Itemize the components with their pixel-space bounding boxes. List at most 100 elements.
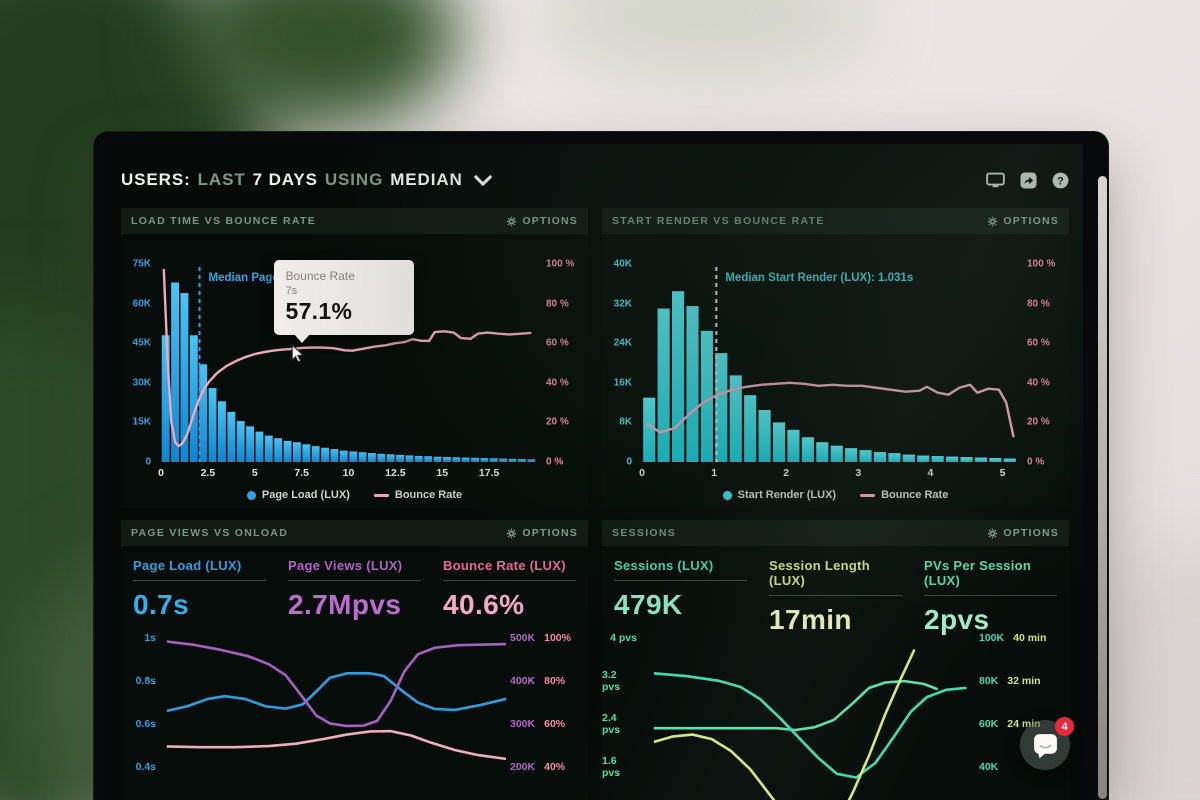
legend-label: Page Load (LUX): [261, 489, 350, 501]
metric-value: 0.7s: [133, 589, 190, 620]
chart-plot: [654, 630, 975, 800]
share-icon[interactable]: [1020, 171, 1037, 189]
line-chart-svg: [167, 630, 506, 800]
axis-tick: 32K: [613, 298, 632, 310]
axis-tick: 0: [158, 467, 164, 479]
title-part: MEDIAN: [390, 170, 463, 189]
axis-tick: 0.6s: [135, 718, 156, 730]
title-part: USERS:: [121, 170, 191, 189]
gear-icon: [988, 528, 998, 538]
legend-item[interactable]: Bounce Rate: [373, 489, 462, 501]
chart-tooltip: Bounce Rate 7s 57.1%: [273, 259, 414, 343]
chart-plot: Median Start Render (LUX): 1.031s: [642, 264, 1017, 462]
axis-tick: 60%: [544, 718, 566, 730]
legend-item[interactable]: Bounce Rate: [860, 489, 948, 501]
metric: Session Length (LUX) 17min: [769, 558, 902, 635]
axis-tick: 40 min: [1013, 632, 1047, 644]
chevron-down-icon[interactable]: [473, 174, 492, 186]
wall-shadow-blur: [540, 0, 870, 80]
panel-page-views-vs-onload: PAGE VIEWS VS ONLOAD OPTIONS Page Load (…: [121, 520, 588, 800]
axis-tick: 1: [711, 467, 718, 479]
axis-tick: 17.5: [478, 467, 500, 479]
axis-tick: 0: [145, 456, 151, 468]
axis-tick: 100%: [544, 632, 571, 644]
axis-tick: 40K: [613, 258, 632, 270]
axis-tick: 100K: [979, 632, 1005, 644]
axis-tick: 0: [626, 456, 632, 468]
metric-label: Session Length (LUX): [769, 558, 870, 588]
axis-tick: 24K: [613, 337, 632, 349]
legend-item[interactable]: Page Load (LUX): [246, 489, 350, 501]
axis-tick: 60 %: [1027, 337, 1050, 349]
options-button[interactable]: OPTIONS: [987, 215, 1059, 227]
legend-item[interactable]: Start Render (LUX): [722, 489, 836, 501]
metric-label: Page Views (LUX): [288, 558, 403, 573]
axis-tick: 0: [639, 467, 645, 479]
panel-load-time-vs-bounce-rate: LOAD TIME VS BOUNCE RATE OPTIONS 75K 60K 4…: [121, 208, 588, 508]
metric-row: Page Load (LUX) 0.7s Page Views (LUX) 2.7Mp…: [121, 546, 588, 630]
axis-tick: 30K: [132, 377, 151, 389]
axis-tick: 0.8s: [135, 675, 156, 687]
axis-tick: 10: [342, 467, 355, 479]
panel-title: LOAD TIME VS BOUNCE RATE: [131, 215, 317, 227]
axis-tick-pair: 40K: [979, 761, 998, 773]
axis-tick: 45K: [132, 337, 151, 349]
legend-dot-marker: [722, 490, 732, 500]
axis-tick: 7.5: [294, 467, 309, 479]
axis-tick: 100 %: [546, 258, 575, 270]
histogram-svg: [643, 264, 1017, 462]
axis-tick: 4 pvs: [610, 632, 637, 644]
metric-divider: [133, 580, 266, 581]
gear-icon: [507, 528, 517, 538]
options-button[interactable]: OPTIONS: [987, 527, 1059, 539]
axis-tick: 8K: [619, 416, 632, 428]
display-icon[interactable]: [986, 172, 1005, 188]
metric-divider: [614, 580, 747, 581]
axis-tick: 3: [855, 467, 862, 479]
axis-tick-pair: 400K 80%: [510, 675, 565, 687]
x-axis: 0 1 2 3 4 5: [639, 467, 1017, 480]
histogram-svg: [161, 264, 536, 462]
options-button[interactable]: OPTIONS: [506, 215, 578, 227]
gear-icon: [507, 216, 517, 226]
chart-plot: [167, 630, 506, 800]
metric-divider: [769, 595, 902, 596]
axis-tick: 12.5: [385, 467, 406, 479]
axis-tick: 100 %: [1027, 258, 1056, 270]
axis-tick: 1.6 pvs: [602, 755, 621, 779]
panel-title: PAGE VIEWS VS ONLOAD: [131, 527, 289, 539]
metric: PVs Per Session (LUX) 2pvs: [924, 558, 1057, 635]
chat-bubble-icon: [1033, 733, 1057, 758]
laptop: USERS: LAST 7 DAYS USING MEDIAN: [94, 132, 1108, 800]
axis-tick-pair: 100K 40 min: [979, 632, 1046, 644]
svg-text:?: ?: [1057, 175, 1064, 187]
chart-legend: Start Render (LUX) Bounce Rate: [602, 489, 1069, 501]
unread-badge: 4: [1055, 717, 1074, 736]
metric-row: Sessions (LUX) 479K Session Length (LUX) 17…: [602, 546, 1069, 635]
help-icon[interactable]: ?: [1052, 172, 1069, 189]
axis-tick: 15: [436, 467, 449, 479]
axis-tick: 32 min: [1007, 675, 1041, 687]
mouse-cursor-icon: [291, 343, 304, 368]
axis-tick: 500K: [510, 632, 536, 644]
x-axis: 0 2.5 5 7.5 10 12.5 15 17.5: [158, 467, 536, 480]
metric-value: 479K: [614, 589, 683, 620]
axis-tick: 80K: [979, 675, 999, 687]
chart-legend: Page Load (LUX) Bounce Rate: [121, 489, 588, 501]
axis-tick: 40 %: [1027, 377, 1050, 389]
chat-widget-button[interactable]: 4: [1020, 717, 1074, 770]
axis-tick: 0 %: [546, 456, 564, 468]
options-button[interactable]: OPTIONS: [506, 527, 578, 539]
panel-title: SESSIONS: [612, 527, 677, 539]
metric-value: 2pvs: [924, 604, 990, 635]
metric: Page Views (LUX) 2.7Mpvs: [288, 558, 421, 630]
axis-tick: 15K: [132, 416, 151, 428]
axis-tick: 0 %: [1027, 456, 1045, 468]
axis-tick: 0.4s: [135, 761, 156, 773]
page-title[interactable]: USERS: LAST 7 DAYS USING MEDIAN: [121, 170, 492, 190]
title-part: USING: [324, 170, 384, 189]
laptop-edge-highlight: [1098, 176, 1107, 799]
axis-tick: 300K: [510, 718, 536, 730]
line-chart-svg: [654, 630, 975, 800]
y-axis-left: 4 pvs 3.2 pvs 2.4 pvs 1.6 pvs: [602, 630, 644, 800]
